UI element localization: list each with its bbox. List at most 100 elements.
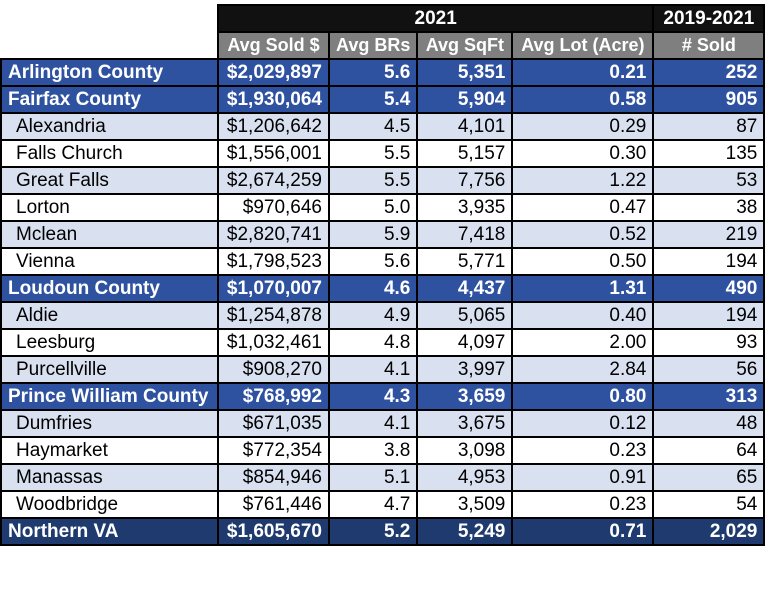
row-avg-lot: 0.40 [511,301,655,330]
total-row: Northern VA $1,605,670 5.2 5,249 0.71 2,029 [0,517,766,546]
row-avg-lot: 0.50 [511,247,655,276]
row-avg-sold: $671,035 [217,409,330,438]
row-num-sold: 194 [652,247,766,276]
county-row: Loudoun County $1,070,007 4.6 4,437 1.31 490 [0,274,766,303]
county-row: Fairfax County $1,930,064 5.4 5,904 0.58 905 [0,85,766,114]
row-avg-brs: 4.9 [327,301,419,330]
row-num-sold: 64 [652,436,766,465]
row-avg-lot: 0.21 [511,58,655,87]
row-avg-sold: $1,032,461 [217,328,330,357]
col-header-avg-brs: Avg BRs [327,31,419,60]
row-avg-brs: 4.8 [327,328,419,357]
row-name: Arlington County [0,58,219,87]
county-row: Arlington County $2,029,897 5.6 5,351 0.21 25… [0,58,766,87]
city-row: Falls Church $1,556,001 5.5 5,157 0.30 135 [0,139,766,168]
row-avg-sqft: 4,437 [416,274,514,303]
row-avg-brs: 3.8 [327,436,419,465]
row-num-sold: 313 [652,382,766,411]
row-avg-sqft: 5,249 [416,517,514,546]
row-avg-sold: $2,029,897 [217,58,330,87]
row-avg-lot: 0.12 [511,409,655,438]
row-avg-sqft: 4,953 [416,463,514,492]
row-name: Leesburg [0,328,219,357]
city-row: Vienna $1,798,523 5.6 5,771 0.50 194 [0,247,766,276]
row-avg-lot: 0.29 [511,112,655,141]
row-name: Alexandria [0,112,219,141]
row-avg-lot: 0.30 [511,139,655,168]
header-corner-2 [1,32,218,59]
row-avg-sqft: 7,756 [416,166,514,195]
row-avg-sold: $1,930,064 [217,85,330,114]
county-row: Prince William County $768,992 4.3 3,659 0.8… [0,382,766,411]
city-row: Leesburg $1,032,461 4.8 4,097 2.00 93 [0,328,766,357]
row-avg-sold: $2,674,259 [217,166,330,195]
row-avg-lot: 0.23 [511,490,655,519]
row-num-sold: 48 [652,409,766,438]
header-group-range: 2019-2021 [652,4,766,33]
row-avg-brs: 4.7 [327,490,419,519]
row-num-sold: 87 [652,112,766,141]
row-name: Fairfax County [0,85,219,114]
header-group-2021: 2021 [216,4,655,33]
row-avg-sold: $1,206,642 [217,112,330,141]
row-avg-brs: 5.5 [327,139,419,168]
row-avg-sold: $908,270 [217,355,330,384]
row-avg-sold: $1,798,523 [217,247,330,276]
row-name: Great Falls [0,166,219,195]
row-avg-lot: 1.22 [511,166,655,195]
row-avg-sold: $768,992 [217,382,330,411]
row-avg-sold: $970,646 [217,193,330,222]
row-num-sold: 219 [652,220,766,249]
row-name: Mclean [0,220,219,249]
col-header-num-sold: # Sold [652,31,766,60]
row-num-sold: 2,029 [652,517,766,546]
row-num-sold: 93 [652,328,766,357]
row-avg-lot: 0.80 [511,382,655,411]
row-avg-sqft: 4,101 [416,112,514,141]
city-row: Manassas $854,946 5.1 4,953 0.91 65 [0,463,766,492]
header-group-row: 2021 2019-2021 [1,4,766,33]
col-header-avg-sqft: Avg SqFt [416,31,514,60]
row-avg-sold: $1,556,001 [217,139,330,168]
row-avg-sold: $772,354 [217,436,330,465]
row-avg-sold: $854,946 [217,463,330,492]
row-avg-sold: $761,446 [217,490,330,519]
row-num-sold: 905 [652,85,766,114]
row-name: Manassas [0,463,219,492]
row-num-sold: 490 [652,274,766,303]
row-name: Haymarket [0,436,219,465]
row-name: Lorton [0,193,219,222]
row-avg-sqft: 5,351 [416,58,514,87]
row-name: Purcellville [0,355,219,384]
city-row: Haymarket $772,354 3.8 3,098 0.23 64 [0,436,766,465]
row-avg-brs: 5.0 [327,193,419,222]
row-avg-sqft: 3,098 [416,436,514,465]
row-num-sold: 252 [652,58,766,87]
city-row: Lorton $970,646 5.0 3,935 0.47 38 [0,193,766,222]
row-avg-sold: $1,605,670 [217,517,330,546]
row-avg-brs: 5.9 [327,220,419,249]
row-name: Dumfries [0,409,219,438]
row-avg-brs: 5.1 [327,463,419,492]
row-num-sold: 194 [652,301,766,330]
row-name: Woodbridge [0,490,219,519]
row-avg-brs: 4.1 [327,355,419,384]
header-corner [1,5,218,32]
city-row: Mclean $2,820,741 5.9 7,418 0.52 219 [0,220,766,249]
row-avg-sqft: 3,675 [416,409,514,438]
col-header-avg-sold: Avg Sold $ [217,31,330,60]
row-avg-sqft: 3,659 [416,382,514,411]
row-avg-lot: 0.91 [511,463,655,492]
city-row: Woodbridge $761,446 4.7 3,509 0.23 54 [0,490,766,519]
row-num-sold: 53 [652,166,766,195]
row-avg-brs: 4.1 [327,409,419,438]
row-avg-sold: $1,254,878 [217,301,330,330]
row-avg-brs: 5.2 [327,517,419,546]
row-avg-sqft: 3,935 [416,193,514,222]
row-avg-sqft: 3,997 [416,355,514,384]
row-name: Prince William County [0,382,219,411]
row-avg-sqft: 5,771 [416,247,514,276]
row-num-sold: 135 [652,139,766,168]
row-name: Northern VA [0,517,219,546]
city-row: Great Falls $2,674,259 5.5 7,756 1.22 53 [0,166,766,195]
